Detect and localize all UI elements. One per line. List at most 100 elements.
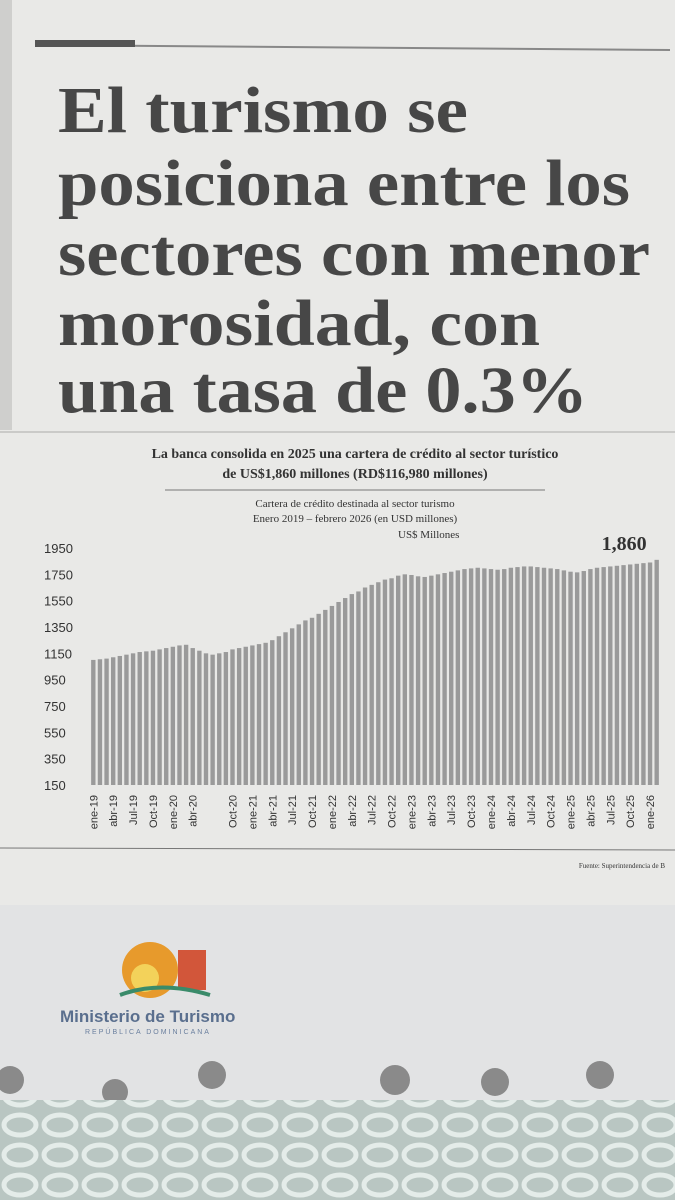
- chart-title: de US$1,860 millones (RD$116,980 millone…: [222, 467, 488, 482]
- y-tick-label: 1550: [44, 594, 73, 609]
- paper-edge: [0, 0, 12, 430]
- x-tick-label: Jul-24: [526, 795, 538, 825]
- bar: [647, 562, 653, 785]
- bar: [455, 570, 461, 785]
- bar: [634, 563, 639, 785]
- bar: [124, 654, 129, 785]
- x-tick-label: Jul-19: [128, 795, 140, 825]
- x-tick-label: ene-25: [566, 795, 578, 829]
- bar: [177, 645, 182, 785]
- bar: [323, 609, 328, 785]
- bar: [588, 569, 593, 785]
- x-tick-label: ene-26: [645, 795, 657, 829]
- y-tick-label: 1750: [44, 567, 73, 582]
- headline-line: sectores con menor: [58, 217, 650, 290]
- bar: [627, 564, 633, 785]
- tablecloth: [0, 1100, 675, 1200]
- chart-title: La banca consolida en 2025 una cartera d…: [152, 447, 559, 462]
- bar: [236, 648, 242, 785]
- bar: [382, 579, 388, 785]
- x-tick-label: abr-20: [188, 795, 200, 827]
- bar: [137, 652, 142, 785]
- x-tick-label: Oct-23: [466, 795, 478, 828]
- bar: [349, 594, 354, 785]
- bar: [521, 566, 527, 785]
- ad-brand: Ministerio de Turismo: [60, 1007, 235, 1026]
- logo-flag: [178, 950, 206, 990]
- bar: [495, 569, 500, 785]
- x-tick-label: ene-20: [168, 795, 180, 829]
- bar: [329, 605, 335, 785]
- bar: [535, 567, 540, 785]
- bar: [449, 571, 454, 785]
- x-tick-label: Oct-19: [148, 795, 160, 828]
- x-tick-label: abr-25: [585, 795, 597, 827]
- x-tick-label: abr-19: [108, 795, 120, 827]
- ad-country: REPÚBLICA DOMINICANA: [85, 1027, 211, 1036]
- bar: [223, 652, 229, 785]
- bar: [270, 640, 275, 785]
- logo-sun-core: [131, 964, 159, 992]
- x-tick-label: abr-23: [426, 795, 438, 827]
- x-tick-label: Oct-20: [228, 795, 240, 828]
- bar: [276, 636, 282, 785]
- bar: [342, 598, 348, 785]
- x-tick-label: Oct-25: [625, 795, 637, 828]
- bar: [256, 644, 262, 785]
- bar: [409, 574, 414, 785]
- bar: [548, 568, 553, 785]
- bar: [415, 576, 421, 785]
- bar: [561, 570, 567, 785]
- bar: [574, 572, 580, 785]
- bar: [541, 567, 547, 785]
- bar: [130, 653, 136, 785]
- x-tick-label: ene-19: [88, 795, 100, 829]
- bar: [183, 644, 189, 785]
- bar: [104, 658, 109, 785]
- x-tick-label: ene-21: [247, 795, 259, 829]
- bar: [157, 649, 162, 785]
- bar: [91, 659, 96, 785]
- x-tick-label: abr-22: [347, 795, 359, 827]
- y-axis-label: US$ Millones: [398, 529, 459, 541]
- y-tick-label: 550: [44, 725, 66, 740]
- photo-people: [0, 1061, 614, 1105]
- bar: [402, 574, 408, 785]
- x-tick-label: ene-23: [406, 795, 418, 829]
- bar: [581, 571, 586, 785]
- chart-subtitle: Cartera de crédito destinada al sector t…: [255, 498, 455, 510]
- x-tick-label: Oct-24: [546, 795, 558, 828]
- bar: [303, 620, 308, 785]
- y-tick-label: 950: [44, 673, 66, 688]
- bar: [289, 628, 295, 785]
- bar: [482, 568, 487, 785]
- x-tick-label: Jul-23: [446, 795, 458, 825]
- x-tick-label: Jul-22: [367, 795, 379, 825]
- data-label: 1,860: [602, 533, 647, 555]
- bar: [502, 569, 507, 785]
- bar: [594, 567, 600, 785]
- bar: [164, 648, 169, 785]
- bar: [468, 568, 474, 785]
- bar: [250, 645, 255, 785]
- y-tick-label: 1150: [44, 646, 72, 661]
- bar: [309, 617, 315, 785]
- bar: [203, 653, 209, 785]
- bar: [435, 574, 441, 785]
- x-tick-label: Oct-22: [387, 795, 399, 828]
- logo-wave: [119, 985, 211, 997]
- bar: [621, 565, 626, 785]
- bar: [442, 573, 447, 785]
- x-tick-label: Jul-25: [605, 795, 617, 825]
- bar: [488, 569, 494, 785]
- bar: [389, 578, 394, 785]
- x-tick-label: abr-21: [267, 795, 279, 827]
- rule-accent: [35, 40, 135, 47]
- bar: [97, 659, 103, 785]
- bar: [210, 654, 215, 785]
- x-tick-label: Oct-21: [307, 795, 319, 828]
- bar: [462, 569, 467, 785]
- y-tick-label: 350: [44, 752, 66, 767]
- bar: [283, 632, 288, 785]
- x-tick-label: Jul-21: [287, 795, 299, 825]
